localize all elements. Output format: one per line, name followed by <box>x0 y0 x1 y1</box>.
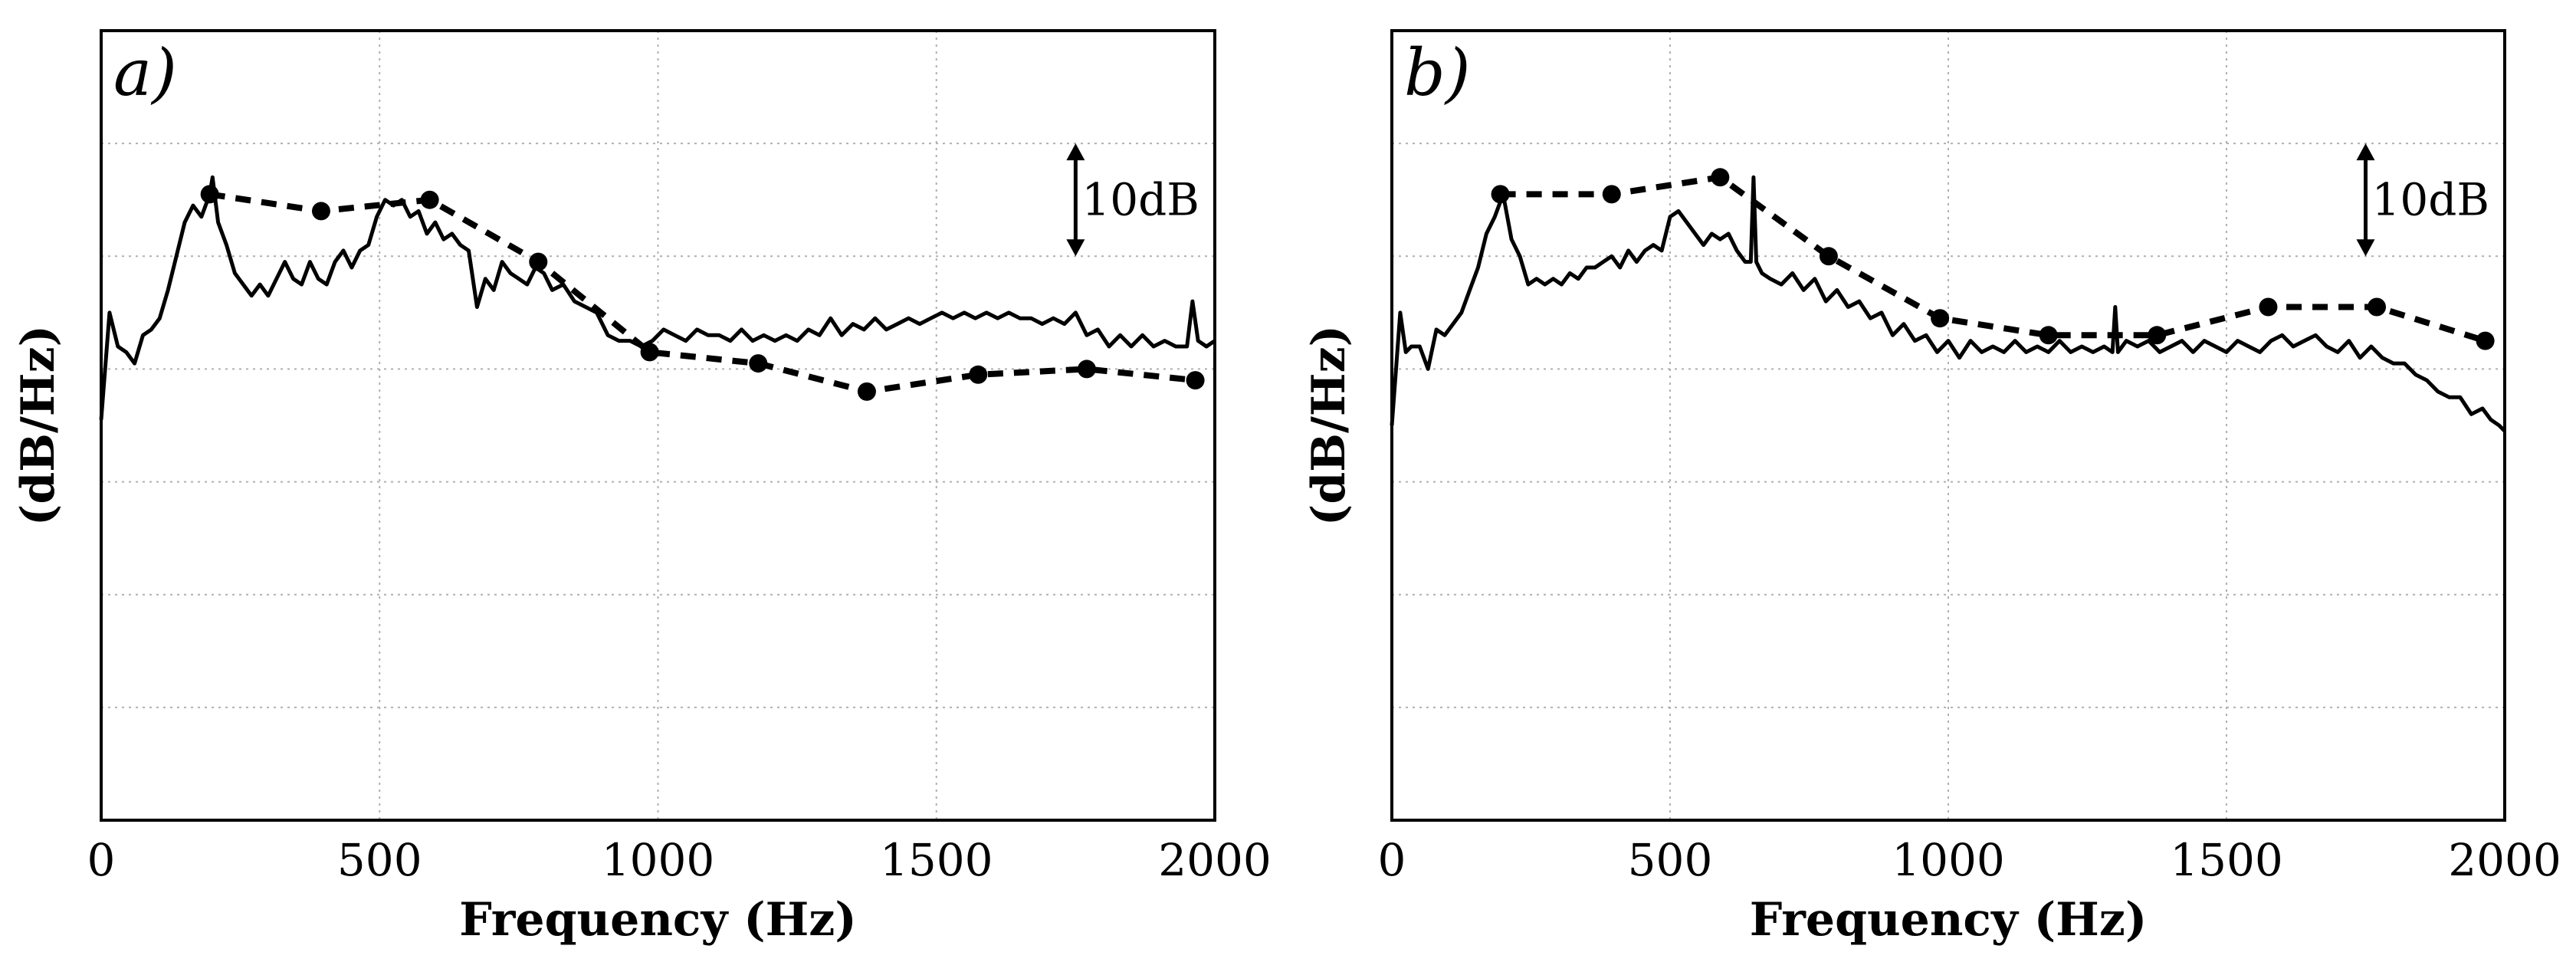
plot-frame <box>100 29 1216 822</box>
x-tick-label: 0 <box>87 834 116 886</box>
octave-band-point <box>1491 185 1510 204</box>
octave-band-point <box>1186 371 1205 390</box>
octave-band-point <box>420 190 439 209</box>
y-axis-title: (dB/Hz) <box>11 325 65 526</box>
octave-band-point <box>2259 297 2278 317</box>
octave-band-point <box>640 343 659 362</box>
plot-frame <box>1390 29 2506 822</box>
scale-bar-arrow-down-icon <box>2356 239 2375 257</box>
x-tick-label: 1000 <box>1892 834 2005 886</box>
x-axis-title: Frequency (Hz) <box>1750 893 2148 947</box>
octave-band-line <box>1500 174 2486 344</box>
scale-bar-arrow-down-icon <box>1066 239 1085 257</box>
chart-panel-b: 0 500 1000 1500 2000 Frequency (Hz) (dB/Hz) b) 1… <box>1302 29 2561 947</box>
octave-band-line <box>209 191 1196 395</box>
spectrum-line <box>99 175 1216 420</box>
scale-bar-label: 10dB <box>2372 174 2490 226</box>
octave-band-point <box>2476 331 2495 350</box>
x-axis-title: Frequency (Hz) <box>459 893 857 947</box>
octave-band-point <box>969 365 988 384</box>
octave-band-point <box>749 354 768 373</box>
octave-band-point <box>857 382 876 401</box>
scale-bar-arrow-up-icon <box>2356 143 2375 161</box>
octave-band-point <box>1602 185 1621 204</box>
octave-band-point <box>2148 326 2167 345</box>
scale-bar-arrow-up-icon <box>1066 143 1085 161</box>
octave-band-point <box>1077 360 1096 379</box>
octave-band-point <box>1819 247 1838 266</box>
spectrum-line <box>1390 175 2506 433</box>
scale-bar-label: 10dB <box>1081 174 1199 226</box>
chart-panel-a: 0 500 1000 1500 2000 Frequency (Hz) (dB/Hz) a) 1… <box>11 29 1272 947</box>
y-axis-title: (dB/Hz) <box>1302 325 1356 526</box>
panel-label: a) <box>113 35 177 110</box>
octave-band-point <box>2039 326 2058 345</box>
octave-band-point <box>200 185 219 204</box>
x-tick-label: 1500 <box>2170 834 2283 886</box>
x-tick-label: 1500 <box>880 834 993 886</box>
x-tick-label: 1000 <box>602 834 715 886</box>
panel-label: b) <box>1404 35 1471 110</box>
octave-band-point <box>1711 168 1730 187</box>
x-tick-label: 0 <box>1378 834 1406 886</box>
x-tick-label: 500 <box>1628 834 1713 886</box>
x-tick-label: 2000 <box>1158 834 1272 886</box>
octave-band-point <box>1931 309 1950 328</box>
x-tick-label: 2000 <box>2448 834 2561 886</box>
octave-band-point <box>529 252 548 271</box>
octave-band-point <box>311 202 330 221</box>
octave-band-point <box>2368 297 2387 317</box>
x-tick-label: 500 <box>337 834 422 886</box>
